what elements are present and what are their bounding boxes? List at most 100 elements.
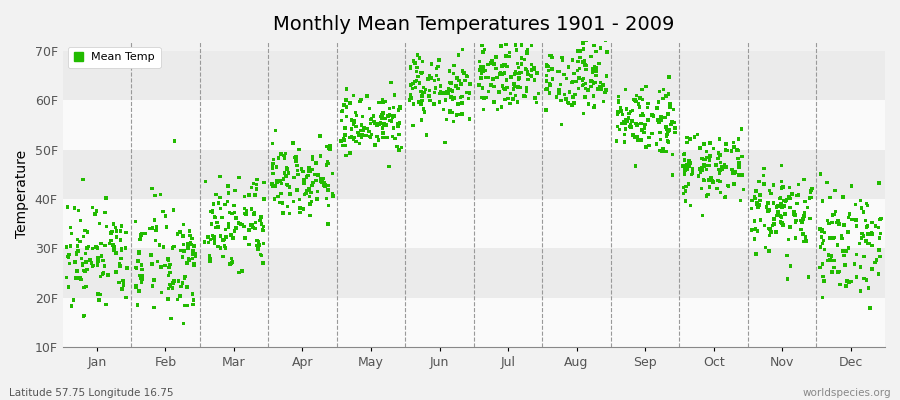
Point	[266, 165, 280, 171]
Point	[804, 187, 818, 194]
Point	[735, 172, 750, 178]
Point	[472, 58, 487, 65]
Point	[577, 75, 591, 82]
Point	[446, 70, 461, 76]
Point	[732, 164, 746, 170]
Point	[655, 95, 670, 102]
Point	[256, 227, 270, 234]
Point	[370, 134, 384, 140]
Point	[666, 106, 680, 112]
Point	[310, 172, 325, 178]
Point	[76, 176, 90, 183]
Point	[343, 150, 357, 156]
Point	[513, 70, 527, 76]
Point	[853, 264, 868, 270]
Point	[114, 247, 129, 254]
Point	[766, 200, 780, 206]
Point	[679, 198, 693, 204]
Point	[633, 95, 647, 101]
Point	[626, 132, 640, 138]
Point	[747, 195, 761, 201]
Point	[760, 208, 775, 214]
Point	[112, 260, 127, 267]
Point	[453, 112, 467, 118]
Point	[320, 195, 334, 202]
Point	[489, 54, 503, 60]
Point	[188, 253, 202, 259]
Point	[270, 178, 284, 185]
Point	[686, 166, 700, 172]
Point	[744, 227, 759, 233]
Point	[229, 225, 243, 231]
Point	[292, 146, 306, 153]
Point	[796, 213, 811, 219]
Point	[252, 242, 266, 248]
Point	[89, 208, 104, 214]
Point	[181, 242, 195, 248]
Point	[497, 85, 511, 92]
Point	[874, 216, 888, 222]
Point	[587, 63, 601, 70]
Point	[245, 221, 259, 228]
Point	[865, 242, 879, 249]
Point	[562, 64, 576, 70]
Point	[831, 242, 845, 248]
Point	[699, 193, 714, 199]
Point	[346, 136, 361, 142]
Point	[476, 49, 491, 55]
Point	[224, 256, 238, 262]
Point	[871, 224, 886, 230]
Point	[305, 153, 320, 160]
Point	[227, 202, 241, 209]
Point	[770, 212, 784, 219]
Point	[695, 155, 709, 162]
Point	[765, 222, 779, 229]
Point	[444, 94, 458, 100]
Point	[237, 223, 251, 230]
Point	[681, 181, 696, 187]
Point	[130, 258, 145, 264]
Point	[74, 276, 88, 283]
Point	[364, 134, 378, 141]
Point	[78, 228, 93, 234]
Point	[438, 97, 453, 103]
Point	[133, 233, 148, 240]
Point	[757, 222, 771, 229]
Point	[274, 151, 288, 157]
Point	[589, 48, 603, 55]
Point	[186, 297, 201, 303]
Point	[805, 185, 819, 192]
Point	[476, 68, 491, 74]
Point	[588, 79, 602, 86]
Point	[83, 256, 97, 263]
Point	[586, 69, 600, 75]
Point	[697, 141, 711, 147]
Point	[720, 147, 734, 154]
Point	[731, 155, 745, 162]
Point	[780, 276, 795, 282]
Point	[697, 178, 711, 184]
Point	[591, 60, 606, 66]
Point	[868, 223, 883, 229]
Point	[679, 188, 693, 194]
Point	[186, 262, 201, 268]
Point	[713, 152, 727, 158]
Point	[147, 277, 161, 283]
Point	[376, 130, 391, 136]
Point	[220, 198, 234, 205]
Point	[634, 120, 648, 127]
Point	[417, 89, 431, 96]
Point	[698, 156, 712, 163]
Point	[306, 180, 320, 186]
Point	[249, 238, 264, 244]
Point	[145, 261, 159, 267]
Point	[275, 200, 290, 206]
Point	[506, 96, 520, 102]
Point	[631, 133, 645, 140]
Point	[392, 147, 406, 153]
Point	[626, 117, 640, 124]
Point	[706, 145, 721, 152]
Point	[711, 178, 725, 184]
Point	[313, 178, 328, 184]
Point	[487, 61, 501, 67]
